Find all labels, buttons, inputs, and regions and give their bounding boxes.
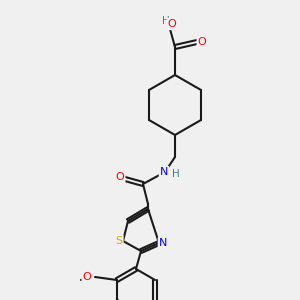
Text: O: O [82, 272, 91, 282]
Text: H: H [162, 16, 170, 26]
Text: N: N [160, 167, 168, 177]
Text: O: O [198, 37, 206, 47]
Text: N: N [159, 238, 167, 248]
Text: H: H [172, 169, 180, 179]
Text: O: O [116, 172, 124, 182]
Text: O: O [168, 19, 176, 29]
Text: S: S [116, 236, 123, 246]
